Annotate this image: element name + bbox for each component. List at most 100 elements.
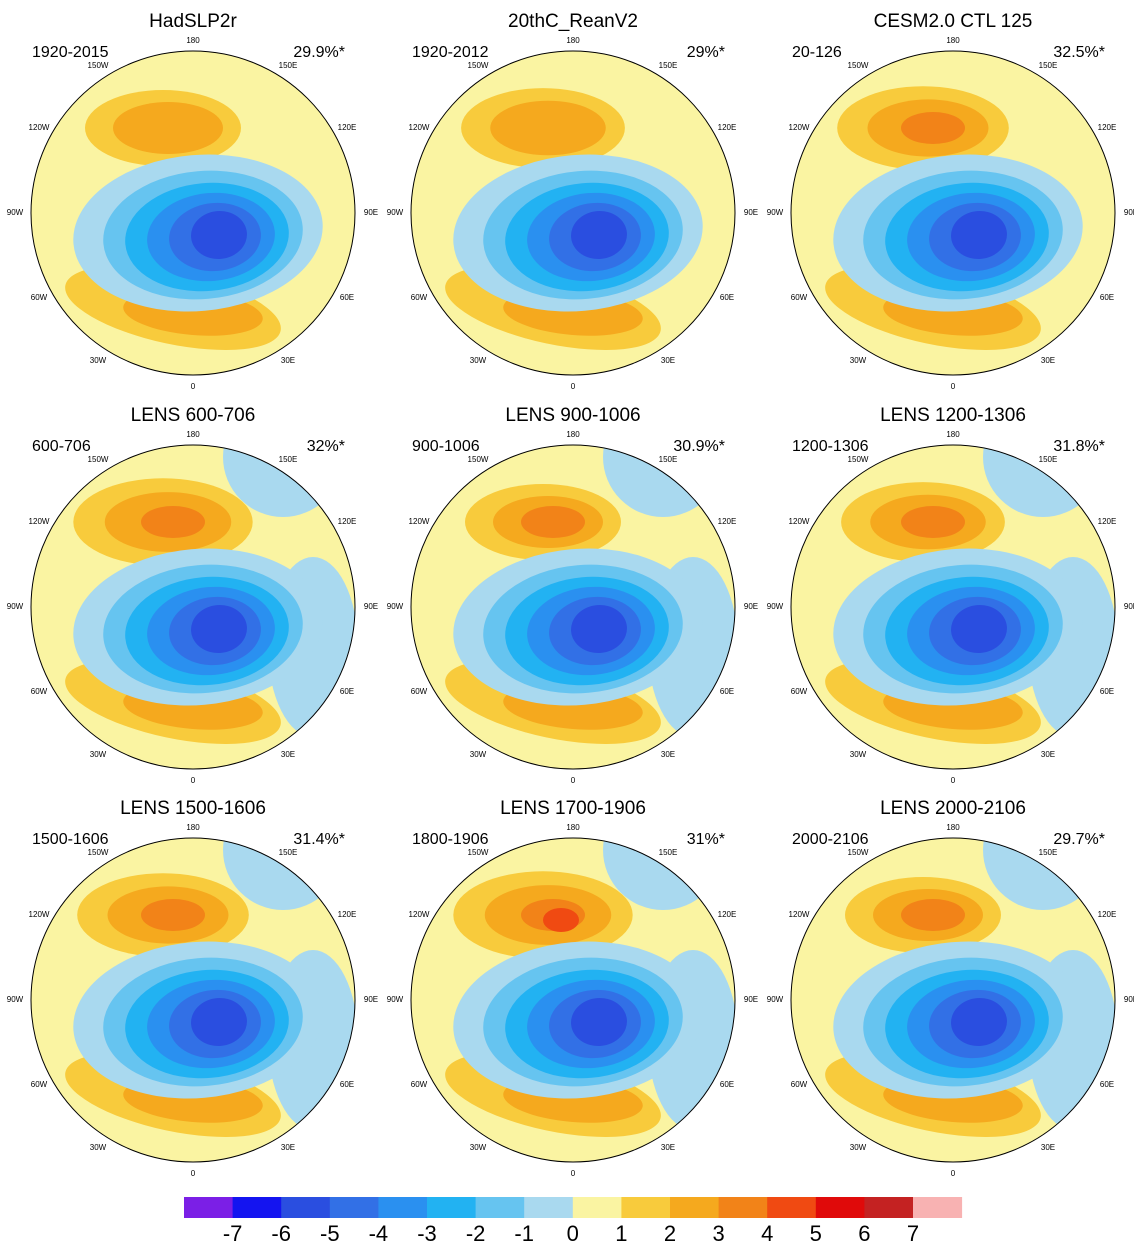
- longitude-label: 0: [191, 1169, 196, 1178]
- colorbar-box: [378, 1197, 428, 1218]
- panel-title: LENS 2000-2106: [880, 798, 1026, 819]
- longitude-label: 120E: [1098, 910, 1117, 919]
- colorbar-box: [572, 1197, 622, 1218]
- panel-percent: 29.7%*: [1053, 831, 1105, 848]
- longitude-label: 120E: [338, 910, 357, 919]
- longitude-label: 150E: [659, 455, 678, 464]
- panel-percent: 32%*: [307, 438, 345, 455]
- panel-title: LENS 900-1006: [505, 405, 640, 426]
- longitude-label: 150E: [1039, 61, 1058, 70]
- longitude-label: 90W: [387, 208, 404, 217]
- longitude-label: 60W: [791, 687, 808, 696]
- map: [791, 445, 1115, 769]
- longitude-label: 120W: [409, 910, 430, 919]
- panel-percent: 30.9%*: [673, 438, 725, 455]
- panel-title: LENS 1500-1606: [120, 798, 266, 819]
- panel-period: 900-1006: [412, 438, 480, 455]
- longitude-label: 120W: [789, 910, 810, 919]
- map-border: [30, 837, 356, 1163]
- longitude-label: 150W: [848, 848, 869, 857]
- longitude-label: 150W: [88, 848, 109, 857]
- panel-percent: 29.9%*: [293, 44, 345, 61]
- contour: [191, 604, 247, 654]
- contour: [191, 997, 247, 1047]
- panel-title: LENS 1700-1906: [500, 798, 646, 819]
- colorbar-label: 2: [664, 1221, 676, 1246]
- colorbar-box: [184, 1197, 234, 1218]
- colorbar-box: [864, 1197, 914, 1218]
- colorbar-label: 5: [810, 1221, 822, 1246]
- colorbar-label: 1: [615, 1221, 627, 1246]
- contour: [951, 604, 1007, 654]
- colorbar-label: -7: [223, 1221, 243, 1246]
- longitude-label: 120E: [1098, 517, 1117, 526]
- longitude-label: 60W: [411, 293, 428, 302]
- map-border: [790, 444, 1116, 770]
- longitude-label: 30W: [470, 750, 487, 759]
- longitude-label: 120W: [29, 517, 50, 526]
- longitude-label: 30E: [281, 1143, 295, 1152]
- longitude-label: 0: [951, 1169, 956, 1178]
- panel-title: LENS 600-706: [131, 405, 256, 426]
- longitude-label: 150W: [468, 455, 489, 464]
- longitude-label: 90E: [1124, 208, 1134, 217]
- longitude-label: 90W: [7, 602, 24, 611]
- longitude-label: 30W: [850, 356, 867, 365]
- colorbar-label: -6: [271, 1221, 291, 1246]
- longitude-label: 60W: [791, 1080, 808, 1089]
- map-border: [30, 444, 356, 770]
- map-border: [790, 50, 1116, 376]
- map: [31, 51, 355, 375]
- longitude-label: 150W: [848, 455, 869, 464]
- longitude-label: 90E: [364, 602, 378, 611]
- longitude-label: 30E: [281, 750, 295, 759]
- longitude-label: 30E: [661, 1143, 675, 1152]
- contour: [571, 210, 627, 260]
- longitude-label: 90W: [767, 602, 784, 611]
- map: [411, 51, 735, 375]
- colorbar-box: [621, 1197, 671, 1218]
- longitude-label: 90W: [387, 602, 404, 611]
- panel-period: 2000-2106: [792, 831, 869, 848]
- panel-period: 1800-1906: [412, 831, 489, 848]
- longitude-label: 90E: [1124, 602, 1134, 611]
- longitude-label: 30E: [1041, 356, 1055, 365]
- longitude-label: 30W: [90, 750, 107, 759]
- longitude-label: 30E: [281, 356, 295, 365]
- longitude-label: 0: [571, 1169, 576, 1178]
- longitude-label: 150E: [279, 848, 298, 857]
- longitude-label: 150W: [88, 455, 109, 464]
- contour: [901, 112, 965, 144]
- longitude-label: 120W: [789, 517, 810, 526]
- map-border: [410, 50, 736, 376]
- longitude-label: 120E: [338, 123, 357, 132]
- longitude-label: 180: [186, 36, 200, 45]
- map: [411, 445, 735, 769]
- colorbar-label: -2: [466, 1221, 486, 1246]
- panel-percent: 31.4%*: [293, 831, 345, 848]
- colorbar-box: [427, 1197, 477, 1218]
- longitude-label: 150E: [1039, 455, 1058, 464]
- longitude-label: 120W: [789, 123, 810, 132]
- longitude-label: 150E: [659, 61, 678, 70]
- longitude-label: 90E: [744, 995, 758, 1004]
- contour: [543, 908, 579, 932]
- longitude-label: 0: [951, 776, 956, 785]
- longitude-label: 150W: [468, 61, 489, 70]
- longitude-label: 180: [946, 36, 960, 45]
- contour: [951, 997, 1007, 1047]
- longitude-label: 60E: [720, 687, 734, 696]
- longitude-label: 120E: [718, 910, 737, 919]
- longitude-label: 60W: [411, 1080, 428, 1089]
- contour: [490, 100, 606, 156]
- map: [791, 838, 1115, 1162]
- longitude-label: 30W: [850, 1143, 867, 1152]
- panel-percent: 32.5%*: [1053, 44, 1105, 61]
- panel-period: 1920-2015: [32, 44, 109, 61]
- longitude-label: 60E: [340, 293, 354, 302]
- map-border: [410, 444, 736, 770]
- longitude-label: 90E: [364, 208, 378, 217]
- longitude-label: 180: [566, 823, 580, 832]
- contour: [951, 210, 1007, 260]
